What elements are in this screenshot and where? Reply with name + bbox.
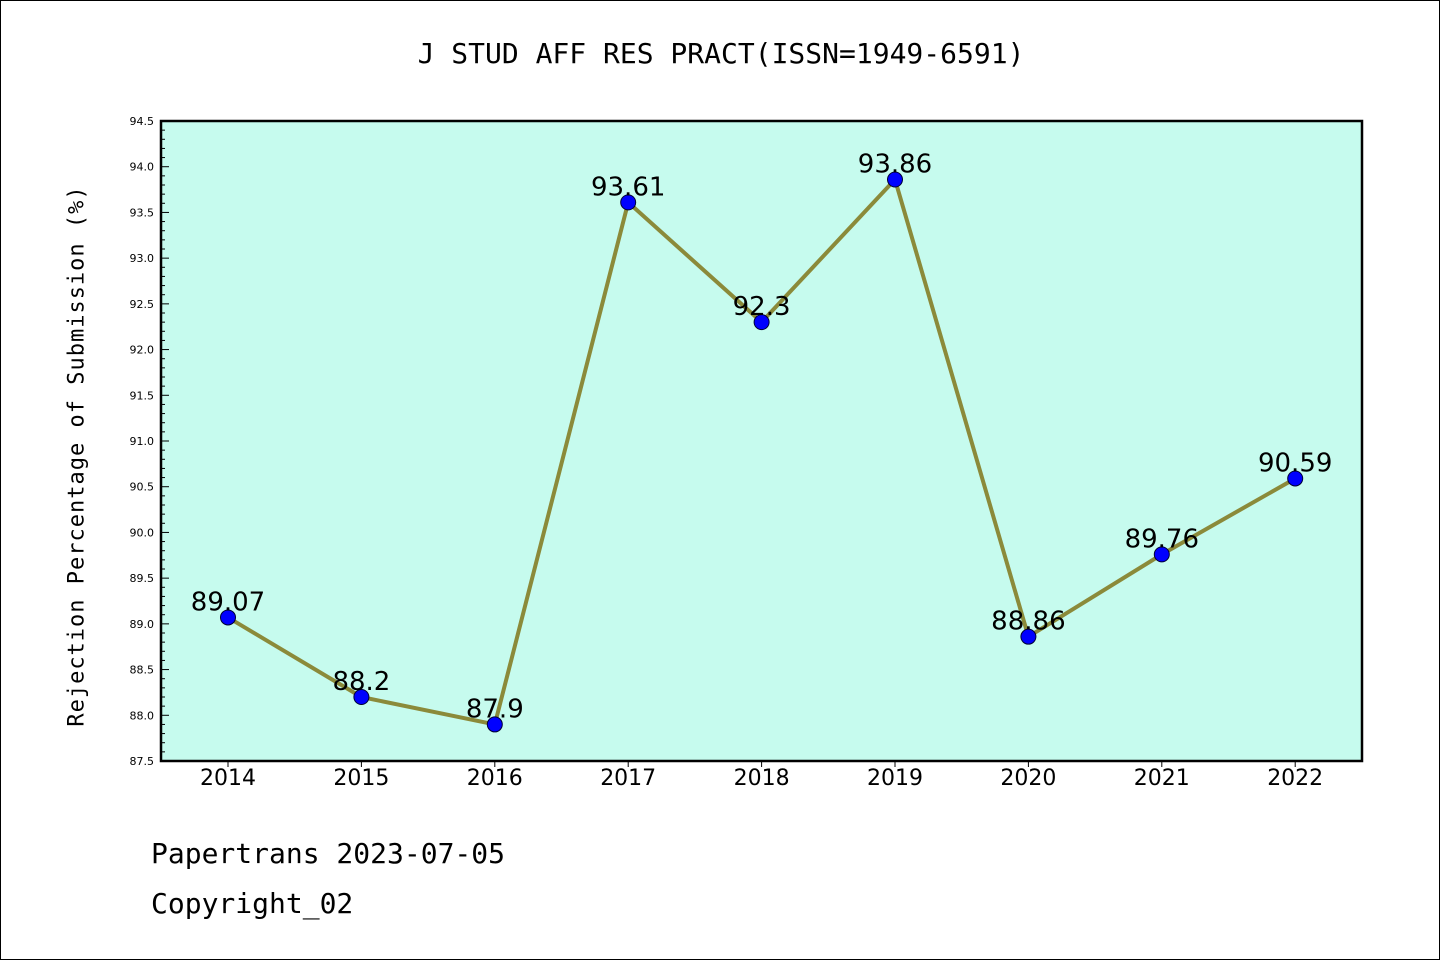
x-tick-label: 2020	[1000, 766, 1056, 791]
data-point	[1020, 628, 1037, 645]
data-point	[620, 194, 637, 211]
y-tick-label: 90.0	[130, 526, 155, 539]
x-tick-label: 2021	[1134, 766, 1190, 791]
data-point	[353, 689, 370, 705]
data-label: 89.76	[1125, 524, 1199, 554]
y-tick-label: 89.5	[130, 572, 155, 585]
y-tick-label: 87.5	[130, 755, 155, 768]
plot-frame	[159, 119, 1364, 763]
y-tick-label: 93.5	[130, 206, 155, 219]
x-tick-label: 2014	[200, 766, 256, 791]
data-label: 93.86	[858, 150, 932, 180]
data-point	[220, 609, 236, 626]
y-tick-label: 94.0	[130, 161, 155, 174]
x-tick-label: 2015	[333, 766, 389, 791]
plot-area	[161, 121, 1362, 761]
footer-source: Papertrans 2023-07-05	[151, 837, 506, 870]
y-tick-label: 94.5	[130, 115, 155, 128]
y-tick-label: 90.5	[130, 481, 155, 494]
data-label: 93.61	[591, 172, 665, 202]
data-label: 90.59	[1258, 448, 1332, 478]
data-point	[486, 716, 503, 733]
y-tick-label: 88.5	[130, 664, 155, 677]
y-tick-label: 92.0	[130, 344, 155, 357]
y-tick-label: 92.5	[130, 298, 155, 311]
data-point	[1153, 546, 1170, 563]
x-tick-label: 2018	[734, 766, 790, 791]
footer-copyright: Copyright_02	[151, 887, 354, 920]
y-tick-label: 91.0	[130, 435, 155, 448]
x-tick-label: 2022	[1267, 766, 1323, 791]
x-tick-label: 2016	[467, 766, 523, 791]
chart-title: J STUD AFF RES PRACT(ISSN=1949-6591)	[417, 37, 1025, 70]
x-tick-label: 2017	[600, 766, 656, 791]
y-tick-label: 91.5	[130, 389, 155, 402]
y-tick-label: 88.0	[130, 709, 155, 722]
data-point	[753, 314, 770, 331]
data-label: 87.9	[466, 694, 524, 724]
y-tick-label: 89.0	[130, 618, 155, 631]
data-label: 88.2	[332, 667, 390, 697]
data-point	[887, 171, 903, 188]
x-tick-label: 2019	[867, 766, 923, 791]
y-tick-label: 93.0	[130, 252, 155, 265]
data-label: 88.86	[991, 607, 1065, 637]
data-label: 92.3	[733, 292, 791, 322]
data-label: 89.07	[191, 587, 265, 617]
data-point	[1287, 470, 1304, 487]
